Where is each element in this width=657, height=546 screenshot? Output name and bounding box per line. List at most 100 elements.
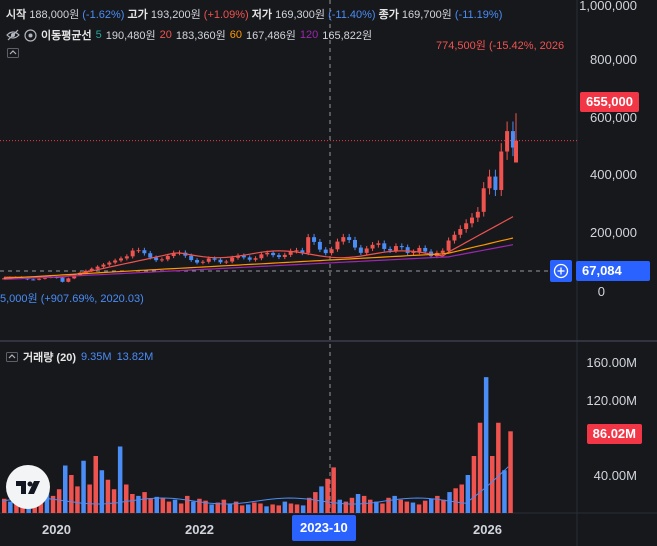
volume-bar [93,456,98,513]
close-value: 169,700원 [401,9,452,21]
candle-body [388,248,393,251]
candle-body [470,217,474,224]
ma120-line [3,244,514,281]
volume-bar [63,465,68,513]
chevron-up-icon[interactable] [6,352,18,362]
add-alert-button[interactable] [550,260,572,282]
candle-body [505,131,510,152]
candle-body [136,250,141,252]
volume-bar [422,500,428,513]
candle-body [323,249,328,254]
candle-body [370,244,375,249]
current-volume-tag: 86.02M [586,424,642,444]
open-label: 시작 [6,9,27,21]
volume-bar [410,502,416,513]
candle-body [142,250,147,254]
candle-body [510,131,515,148]
candle-body [335,241,340,250]
candle-body [376,243,381,245]
candle-body [458,229,463,235]
volume-bar [459,484,464,513]
candle-body [353,239,357,248]
volume-bar [435,495,440,513]
volume-bar [172,499,178,513]
low-value: 169,300원 [275,9,325,21]
candle-body [253,258,258,260]
volume-bar [374,501,379,513]
volume-bar [221,499,227,513]
settings-icon[interactable] [24,28,37,42]
candle-body [247,257,252,260]
volume-bar [38,500,44,513]
ma5-period: 5 [95,29,102,41]
volume-bar [270,504,275,513]
candle-body [89,268,94,271]
volume-value-1: 9.35M [80,351,112,363]
volume-bar [124,484,129,513]
volume-bar [337,499,342,513]
candle-body [130,250,135,257]
candle-body [195,260,200,263]
candle-body [2,278,6,280]
low-change: (-11.40%) [328,9,376,21]
candle-body [393,246,398,251]
volume-bar [117,446,123,513]
volume-tick: 160.00M [586,355,637,370]
candle-body [171,252,176,257]
volume-bar [490,456,495,513]
volume-label: 거래량 (20) [23,352,76,364]
volume-bar [215,502,220,513]
close-label: 종가 [378,9,399,21]
volume-tick: 120.00M [586,393,637,408]
volume-bar [75,486,80,513]
candle-body [101,264,106,267]
tradingview-logo[interactable] [6,465,50,509]
volume-bar [343,501,349,513]
chevron-up-icon[interactable] [7,48,19,58]
eye-off-icon[interactable] [6,29,20,41]
volume-bar [50,495,56,513]
ma20-value: 183,360원 [175,30,226,42]
volume-bar [276,505,281,513]
volume-bar [203,500,208,513]
volume-bar [361,495,367,513]
candle-body [230,257,235,262]
add-icon [553,263,569,279]
volume-bar [386,497,391,513]
volume-bar [477,422,483,513]
volume-bar [166,501,172,513]
candle-body [31,279,36,281]
volume-bar [148,498,153,513]
candle-body [399,246,404,248]
candle-body [37,278,42,280]
volume-bar [111,489,117,513]
volume-bar [252,502,257,513]
candle-body [60,277,65,282]
volume-bar [160,497,166,513]
volume-bar [87,484,92,513]
volume-bar [294,504,300,513]
candle-body [276,255,281,257]
volume-bar [239,505,245,513]
volume-bar [44,492,50,513]
candle-body [499,151,504,190]
volume-bar [209,504,214,513]
volume-bar [300,505,306,513]
crosshair-time-tag: 2023-10 [292,515,356,541]
volume-tick: 40.00M [593,468,637,483]
price-tick: 600,000 [590,110,637,125]
volume-bar [307,497,312,513]
volume-bar [483,377,489,513]
volume-bar [313,492,318,513]
volume-bar [130,494,135,513]
high-annotation: 774,500원 (-15.42%, 2026 [436,40,565,52]
volume-bar [404,501,410,513]
ma120-value: 165,822원 [322,30,373,42]
volume-bar [392,495,397,513]
candle-body-last [514,140,518,163]
candle-body [358,247,363,253]
low-label: 저가 [251,9,273,21]
candle-body [364,248,369,253]
volume-bar [319,486,324,513]
